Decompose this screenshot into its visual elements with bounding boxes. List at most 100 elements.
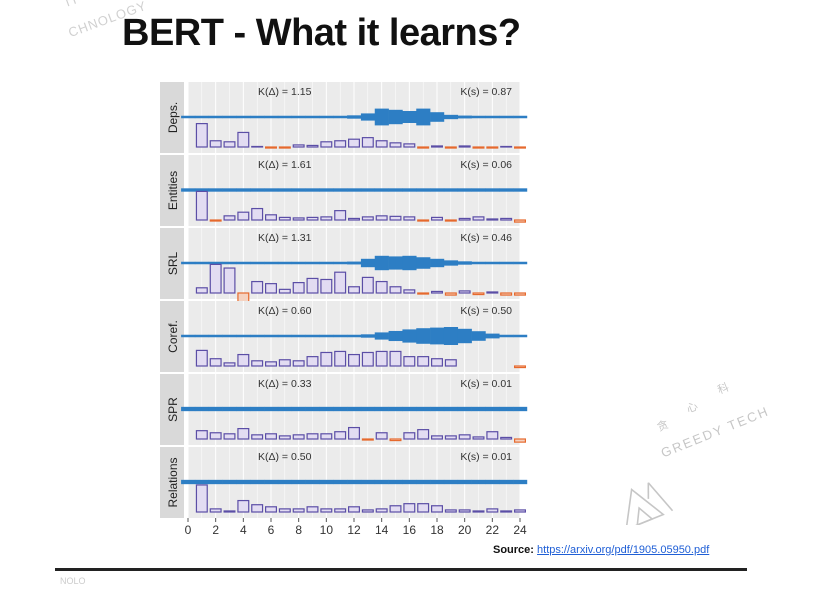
band-segment [347, 406, 362, 412]
band-segment [277, 334, 293, 338]
band-segment [402, 329, 417, 343]
band-segment [360, 334, 376, 338]
delta-bar-negative [486, 146, 499, 149]
band-segment [222, 188, 237, 192]
band-segment [471, 331, 486, 341]
band-segment [416, 188, 431, 192]
band-segment [194, 188, 210, 192]
delta-bar-positive [403, 289, 416, 294]
slide-title: BERT - What it learns? [122, 12, 521, 54]
band-segment [485, 406, 500, 412]
band-segment [236, 406, 251, 412]
band-segment [471, 115, 486, 119]
band-segment [443, 260, 459, 266]
band-segment [485, 261, 500, 265]
band-segment [277, 406, 293, 412]
delta-bar-positive [431, 505, 443, 513]
delta-bar-positive [472, 436, 485, 440]
delta-bar-positive [195, 190, 208, 221]
delta-bar-positive [361, 216, 374, 221]
band-segment [319, 188, 334, 192]
delta-bar-positive [403, 143, 416, 148]
delta-bar-positive [375, 140, 388, 148]
delta-bar-positive [431, 216, 443, 221]
delta-bar-negative [417, 146, 430, 149]
band-segment [360, 479, 376, 485]
delta-bar-positive [472, 216, 485, 221]
panel-strip [160, 82, 184, 153]
delta-bar-negative [265, 146, 277, 149]
delta-bar-positive [334, 210, 347, 221]
delta-bar-positive [209, 263, 222, 294]
delta-bar-positive [431, 435, 443, 440]
panel-label: SRL [166, 252, 180, 276]
band-segment [457, 328, 472, 344]
band-segment [222, 115, 237, 119]
delta-bar-positive [389, 350, 402, 367]
delta-bar-positive [237, 131, 250, 148]
x-tick-label: 14 [375, 523, 389, 537]
k-delta-label: K(Δ) = 1.15 [258, 86, 312, 98]
band-segment [457, 406, 472, 412]
band-segment [374, 188, 389, 192]
panel-label: Coref. [166, 320, 180, 353]
panel-label: SPR [166, 397, 180, 422]
band-segment [319, 115, 334, 119]
panel-strip [160, 374, 184, 445]
band-segment [236, 261, 251, 265]
band-segment [194, 334, 210, 338]
band-segment [264, 334, 279, 338]
band-segment [430, 112, 445, 122]
delta-bar-positive [209, 140, 222, 148]
band-segment [388, 406, 403, 412]
band-segment [236, 334, 251, 338]
delta-bar-positive [417, 356, 430, 367]
band-segment [374, 406, 389, 412]
delta-bar-positive [334, 140, 347, 148]
band-segment [430, 188, 445, 192]
band-segment [291, 188, 306, 192]
delta-bar-positive [278, 359, 291, 367]
band-segment [194, 479, 210, 485]
delta-bar-positive [265, 506, 277, 513]
delta-bar-positive [320, 141, 333, 148]
delta-bar-positive [334, 508, 347, 513]
source-link[interactable]: https://arxiv.org/pdf/1905.05950.pdf [537, 544, 710, 556]
band-segment [319, 261, 334, 265]
band-segment [374, 479, 389, 485]
delta-bar-positive [348, 217, 360, 221]
delta-bar-positive [278, 508, 291, 513]
delta-bar-positive [389, 142, 402, 148]
source-citation: Source: https://arxiv.org/pdf/1905.05950… [493, 544, 709, 556]
k-s-label: K(s) = 0.46 [460, 232, 512, 244]
band-segment [291, 261, 306, 265]
x-tick-label: 22 [486, 523, 500, 537]
delta-bar-positive [389, 286, 402, 294]
band-segment [388, 109, 403, 125]
x-tick-label: 12 [347, 523, 361, 537]
band-segment [471, 188, 486, 192]
band-segment [319, 334, 334, 338]
band-segment [194, 261, 210, 265]
delta-bar-positive [223, 141, 236, 148]
delta-bar-positive [265, 283, 277, 294]
x-tick-label: 0 [185, 523, 192, 537]
delta-bar-positive [195, 430, 208, 440]
band-segment [360, 406, 376, 412]
x-tick-label: 16 [403, 523, 417, 537]
band-segment [402, 479, 417, 485]
delta-bar-positive [486, 291, 499, 294]
band-segment [250, 406, 265, 412]
band-segment [416, 406, 431, 412]
band-segment [305, 406, 320, 412]
delta-bar-positive [444, 509, 457, 513]
watermark-bottom-fragment: NOLO [60, 576, 86, 586]
band-segment [181, 479, 196, 485]
delta-bar-positive [458, 290, 471, 294]
delta-bar-positive [514, 509, 526, 513]
delta-bar-positive [500, 217, 513, 221]
delta-bar-negative [417, 292, 430, 295]
band-segment [181, 261, 196, 265]
delta-bar-positive [389, 215, 402, 221]
x-tick-label: 10 [320, 523, 334, 537]
